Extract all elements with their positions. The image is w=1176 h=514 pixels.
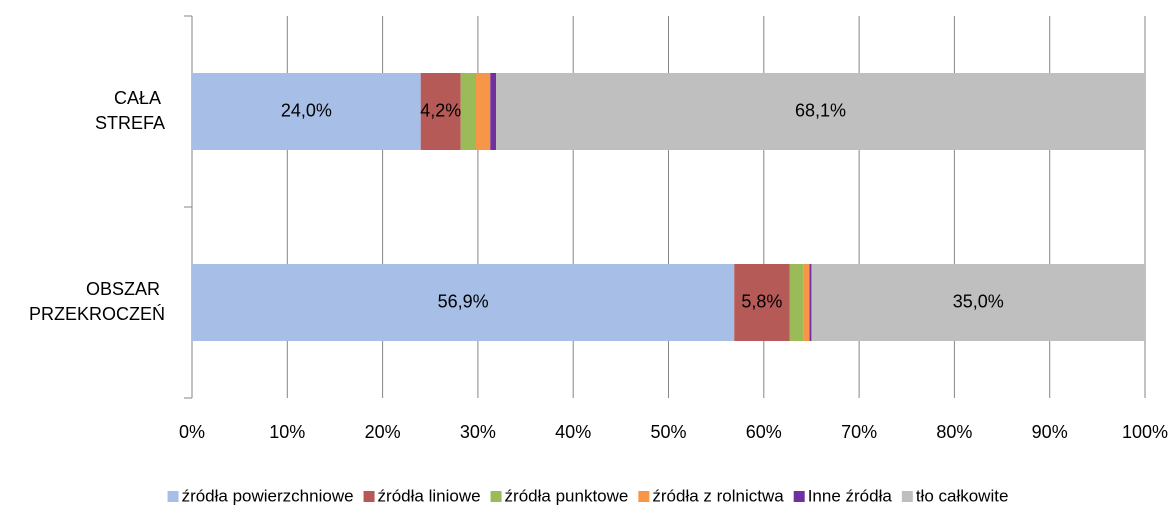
x-tick-label: 70% bbox=[841, 422, 877, 442]
x-tick-label: 40% bbox=[555, 422, 591, 442]
data-label: 5,8% bbox=[741, 291, 782, 311]
legend-label: źródła powierzchniowe bbox=[182, 486, 354, 505]
bar-segment bbox=[192, 264, 735, 341]
legend-swatch bbox=[490, 491, 502, 502]
x-tick-label: 90% bbox=[1032, 422, 1068, 442]
x-tick-label: 100% bbox=[1122, 422, 1168, 442]
data-label: 24,0% bbox=[281, 100, 332, 120]
bar-segment bbox=[420, 73, 461, 150]
legend-swatch bbox=[901, 491, 913, 502]
x-tick-label: 0% bbox=[179, 422, 205, 442]
bar-segment bbox=[789, 264, 804, 341]
legend-label: tło całkowite bbox=[916, 486, 1009, 505]
legend: źródła powierzchniowe źródła liniowe źródł… bbox=[167, 486, 1009, 505]
legend-swatch bbox=[793, 491, 805, 502]
y-tick-label: CAŁA STREFA bbox=[95, 88, 165, 133]
bar-segment bbox=[734, 264, 790, 341]
data-label: 68,1% bbox=[795, 100, 846, 120]
bar-segment bbox=[803, 264, 810, 341]
x-tick-label: 80% bbox=[936, 422, 972, 442]
x-tick-label: 10% bbox=[269, 422, 305, 442]
data-label: 4,2% bbox=[420, 100, 461, 120]
bar-segment bbox=[496, 73, 1146, 150]
bar-segment bbox=[811, 264, 1145, 341]
x-tick-label: 20% bbox=[365, 422, 401, 442]
legend-label: źródła z rolnictwa bbox=[652, 486, 784, 505]
x-tick-label: 60% bbox=[746, 422, 782, 442]
legend-label: Inne źródła bbox=[808, 486, 893, 505]
bar-segment bbox=[809, 264, 812, 341]
data-label: 35,0% bbox=[953, 291, 1004, 311]
y-tick-label: OBSZAR PRZEKROCZEŃ bbox=[29, 279, 165, 324]
x-tick-label: 30% bbox=[460, 422, 496, 442]
bar-segment bbox=[460, 73, 476, 150]
legend-label: źródła liniowe bbox=[378, 486, 481, 505]
bar-segment bbox=[475, 73, 491, 150]
legend-swatch bbox=[638, 491, 650, 502]
bar-segment bbox=[192, 73, 421, 150]
bar-segment bbox=[490, 73, 497, 150]
legend-label: źródła punktowe bbox=[505, 486, 629, 505]
x-tick-label: 50% bbox=[650, 422, 686, 442]
data-label: 56,9% bbox=[438, 291, 489, 311]
legend-swatch bbox=[363, 491, 375, 502]
legend-swatch bbox=[167, 491, 179, 502]
